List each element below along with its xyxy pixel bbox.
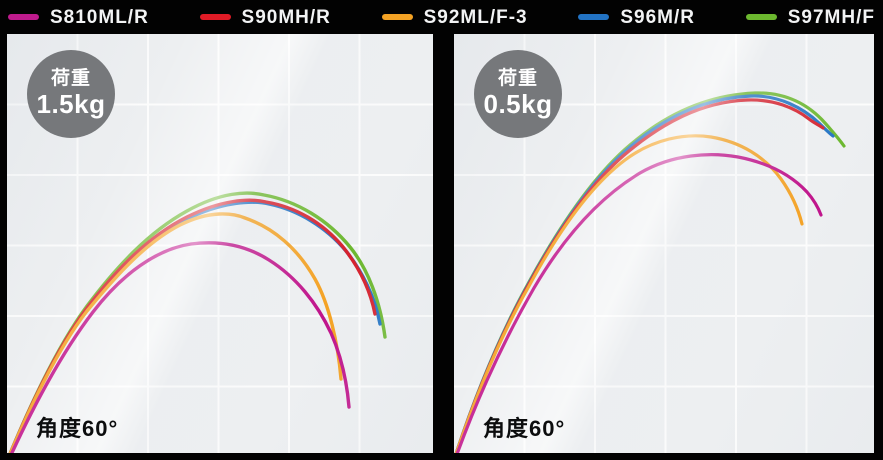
angle-label: 角度60° xyxy=(36,416,119,441)
legend-label: S90MH/R xyxy=(241,6,331,28)
legend-dash-icon xyxy=(199,14,231,20)
legend-label: S92ML/F-3 xyxy=(423,6,528,28)
bend-curve-s810ml-r xyxy=(455,153,823,453)
legend-item-s96m-r: S96M/R xyxy=(578,6,695,28)
panel-load-1-5kg: 荷重 1.5kg 角度60° xyxy=(7,34,433,453)
bend-chart-0-5kg xyxy=(454,34,874,453)
panel-load-0-5kg: 荷重 0.5kg 角度60° xyxy=(454,34,874,453)
chart-panels: 荷重 1.5kg 角度60° 荷重 0.5kg 角度60° xyxy=(7,34,874,453)
legend-dash-icon xyxy=(578,14,610,20)
load-badge-value: 1.5kg xyxy=(36,88,106,119)
angle-label: 角度60° xyxy=(483,416,566,441)
load-badge-label: 荷重 xyxy=(50,68,91,90)
legend-dash-icon xyxy=(745,14,777,20)
legend-label: S810ML/R xyxy=(50,6,149,28)
load-badge-label: 荷重 xyxy=(497,68,538,90)
load-badge-value: 0.5kg xyxy=(483,88,553,119)
legend-dash-icon xyxy=(381,14,413,20)
legend-item-s92ml-f-3: S92ML/F-3 xyxy=(381,6,528,28)
load-badge: 荷重 1.5kg xyxy=(27,50,115,138)
legend-item-s810ml-r: S810ML/R xyxy=(8,6,149,28)
legend-item-s97mh-f: S97MH/F xyxy=(745,6,875,28)
bend-curve-s810ml-r xyxy=(10,241,351,453)
legend-label: S97MH/F xyxy=(787,6,875,28)
legend-item-s90mh-r: S90MH/R xyxy=(199,6,331,28)
bend-curve-s92ml-f-3 xyxy=(454,134,804,453)
load-badge: 荷重 0.5kg xyxy=(474,50,562,138)
legend: S810ML/R S90MH/R S92ML/F-3 S96M/R S97MH/F xyxy=(0,0,883,34)
legend-label: S96M/R xyxy=(620,6,695,28)
bend-curve-s92ml-f-3 xyxy=(8,212,343,453)
legend-dash-icon xyxy=(8,14,39,20)
